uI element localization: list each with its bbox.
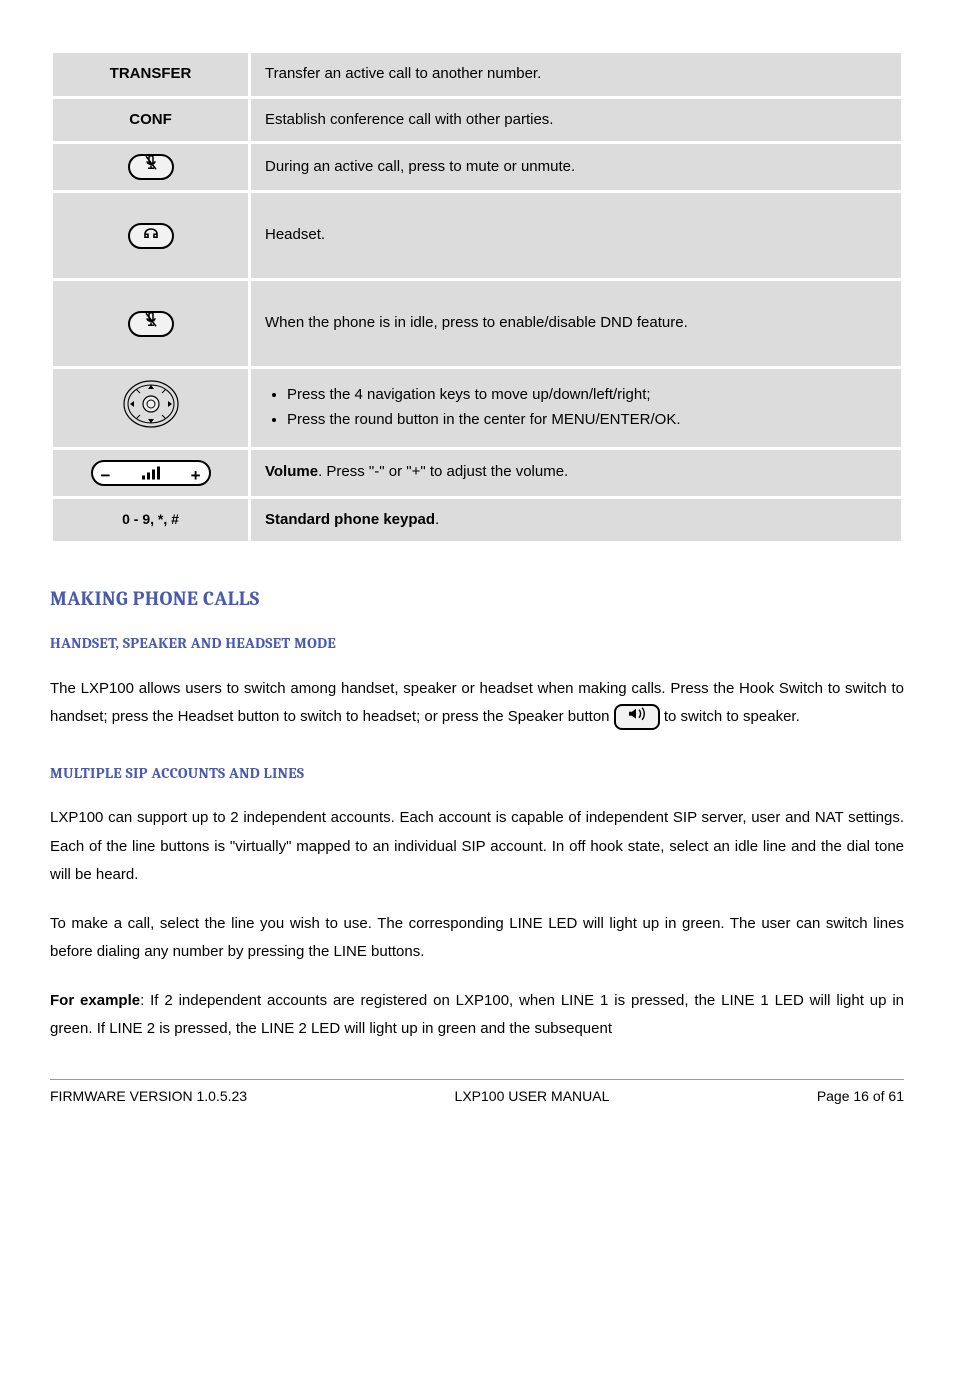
desc-cell: Establish conference call with other par… — [251, 99, 901, 142]
text-bold: For example — [50, 992, 140, 1009]
dnd-icon — [128, 311, 174, 337]
key-cell: CONF — [53, 99, 248, 142]
paragraph-multi-1: LXP100 can support up to 2 independent a… — [50, 804, 904, 890]
volume-icon: − + — [91, 460, 211, 486]
mute-icon — [128, 154, 174, 180]
key-cell: 0 - 9, *, # — [53, 499, 248, 542]
key-cell — [53, 144, 248, 190]
text-fragment: to switch to speaker. — [664, 708, 800, 725]
headset-icon — [128, 223, 174, 249]
table-row: 0 - 9, *, # Standard phone keypad. — [53, 499, 901, 542]
table-row: TRANSFER Transfer an active call to anot… — [53, 53, 901, 96]
navigation-dpad-icon — [122, 379, 180, 437]
bullet-item: Press the 4 navigation keys to move up/d… — [287, 384, 887, 407]
table-row: When the phone is in idle, press to enab… — [53, 281, 901, 366]
footer-center: LXP100 USER MANUAL — [455, 1086, 610, 1107]
desc-cell: Headset. — [251, 193, 901, 278]
desc-cell: During an active call, press to mute or … — [251, 144, 901, 190]
desc-cell: Transfer an active call to another numbe… — [251, 53, 901, 96]
page-footer: FIRMWARE VERSION 1.0.5.23 LXP100 USER MA… — [50, 1079, 904, 1107]
desc-cell: Standard phone keypad. — [251, 499, 901, 542]
desc-rest: . Press "-" or "+" to adjust the volume. — [318, 463, 568, 480]
footer-right: Page 16 of 61 — [817, 1086, 904, 1107]
desc-cell: Press the 4 navigation keys to move up/d… — [251, 369, 901, 447]
table-row: CONF Establish conference call with othe… — [53, 99, 901, 142]
desc-cell: Volume. Press "-" or "+" to adjust the v… — [251, 450, 901, 496]
paragraph-handset: The LXP100 allows users to switch among … — [50, 675, 904, 732]
desc-cell: When the phone is in idle, press to enab… — [251, 281, 901, 366]
key-cell: − + — [53, 450, 248, 496]
bullet-item: Press the round button in the center for… — [287, 409, 887, 432]
heading-multi-sip: MULTIPLE SIP ACCOUNTS AND LINES — [50, 762, 904, 785]
paragraph-multi-3: For example: If 2 independent accounts a… — [50, 987, 904, 1044]
text-fragment: : If 2 independent accounts are register… — [50, 992, 904, 1038]
key-cell — [53, 369, 248, 447]
heading-making-calls: MAKING PHONE CALLS — [50, 584, 904, 614]
desc-bold: Standard phone keypad — [265, 511, 435, 528]
key-cell — [53, 281, 248, 366]
table-row: Headset. — [53, 193, 901, 278]
heading-handset-mode: HANDSET, SPEAKER AND HEADSET MODE — [50, 632, 904, 655]
speaker-icon — [614, 704, 660, 730]
table-row: Press the 4 navigation keys to move up/d… — [53, 369, 901, 447]
desc-bold: Volume — [265, 463, 318, 480]
paragraph-multi-2: To make a call, select the line you wish… — [50, 910, 904, 967]
table-row: During an active call, press to mute or … — [53, 144, 901, 190]
key-description-table: TRANSFER Transfer an active call to anot… — [50, 50, 904, 544]
key-cell — [53, 193, 248, 278]
table-row: − + Volume. Press "-" or "+" to adjust t… — [53, 450, 901, 496]
desc-rest: . — [435, 511, 439, 528]
key-cell: TRANSFER — [53, 53, 248, 96]
footer-left: FIRMWARE VERSION 1.0.5.23 — [50, 1086, 247, 1107]
